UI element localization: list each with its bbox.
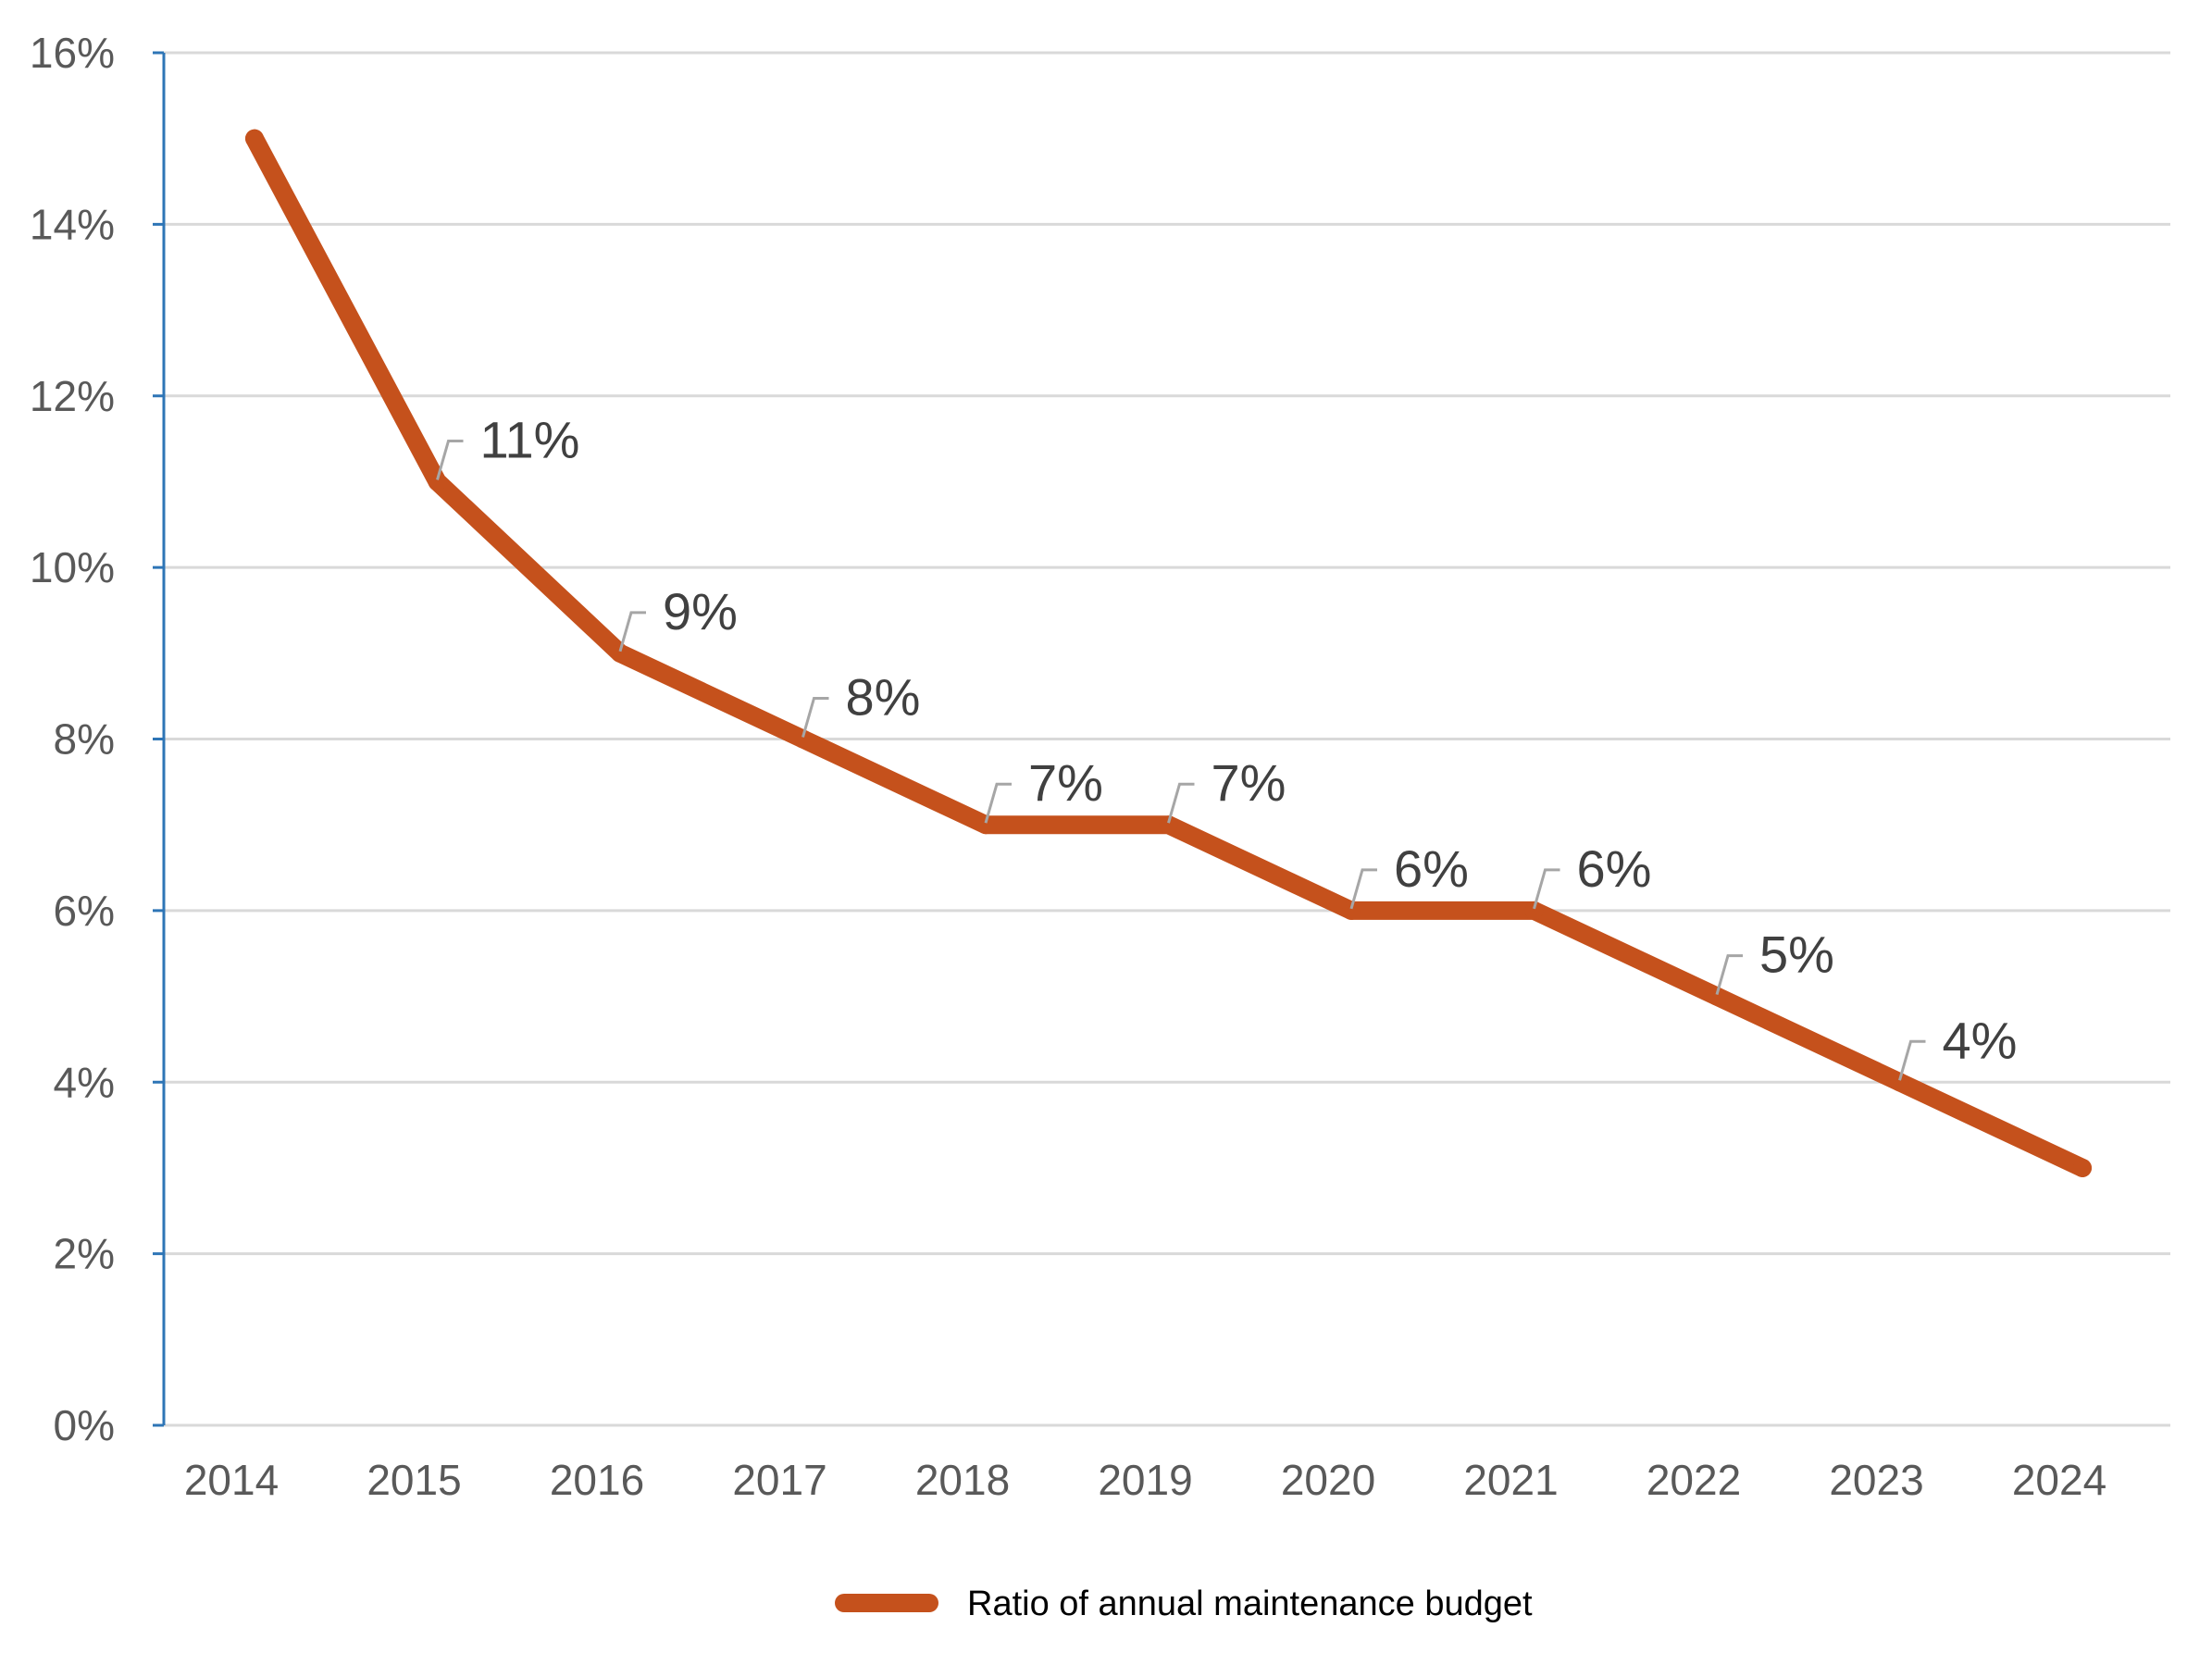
x-tick-label: 2023 (1829, 1456, 1923, 1504)
y-tick-label: 12% (30, 372, 115, 420)
x-tick-label: 2021 (1463, 1456, 1558, 1504)
y-tick-label: 6% (54, 887, 115, 935)
data-label-leader (618, 611, 646, 652)
x-tick-label: 2015 (367, 1456, 461, 1504)
data-point (245, 129, 264, 148)
data-point (611, 643, 629, 663)
data-label: 4% (1943, 1011, 2018, 1069)
data-label-leader (802, 697, 829, 738)
y-tick-label: 10% (30, 543, 115, 591)
data-label: 6% (1577, 839, 1652, 898)
legend-label: Ratio of annual maintenance budget (967, 1584, 1533, 1623)
series-line (245, 129, 2092, 1177)
data-point (1708, 987, 1726, 1006)
x-tick-label: 2020 (1281, 1456, 1375, 1504)
data-point (428, 472, 447, 491)
y-tick-label: 8% (54, 715, 115, 764)
data-label: 8% (846, 668, 921, 727)
data-point (793, 729, 813, 749)
data-label-leader (1533, 868, 1560, 910)
data-label-leader (984, 782, 1012, 824)
data-label: 9% (663, 582, 738, 640)
data-label-leader (1167, 782, 1195, 824)
data-label: 6% (1394, 839, 1469, 898)
x-tick-label: 2016 (550, 1456, 644, 1504)
x-tick-label: 2018 (915, 1456, 1010, 1504)
data-point (1890, 1073, 1909, 1092)
data-label-leader (1898, 1039, 1926, 1081)
data-point (1524, 901, 1544, 920)
data-label-leader (1349, 868, 1377, 910)
data-label: 7% (1212, 753, 1286, 812)
y-tick-label: 16% (30, 29, 115, 77)
y-tick-label: 2% (54, 1230, 115, 1278)
x-tick-label: 2014 (184, 1456, 279, 1504)
x-tick-label: 2022 (1647, 1456, 1741, 1504)
data-point (1342, 901, 1361, 920)
data-label: 11% (480, 410, 580, 468)
y-tick-label: 4% (54, 1058, 115, 1106)
data-label: 7% (1028, 753, 1103, 812)
data-label-leader (436, 439, 464, 480)
data-point (1159, 815, 1178, 835)
y-tick-label: 14% (30, 200, 115, 248)
y-tick-label: 0% (54, 1401, 115, 1449)
data-point (976, 815, 995, 835)
x-tick-label: 2019 (1098, 1456, 1192, 1504)
data-point (2073, 1158, 2092, 1177)
x-tick-label: 2017 (732, 1456, 826, 1504)
data-label: 5% (1759, 926, 1834, 984)
x-tick-label: 2024 (2012, 1456, 2106, 1504)
data-label-leader (1715, 954, 1743, 995)
